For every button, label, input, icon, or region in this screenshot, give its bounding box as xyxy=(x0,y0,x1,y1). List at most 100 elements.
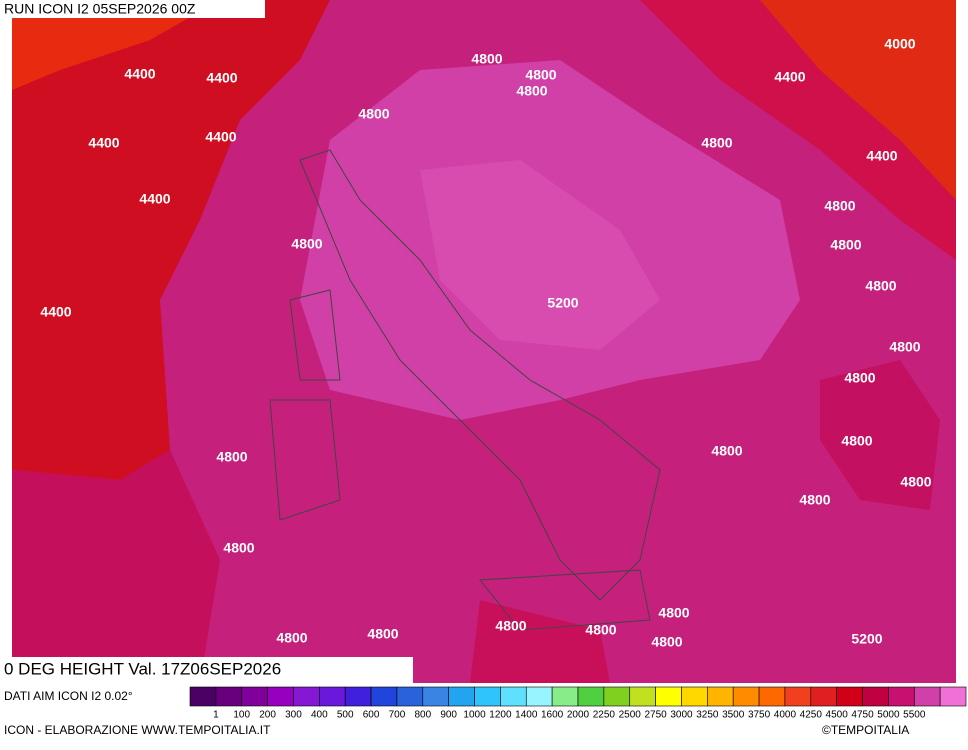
contour-label: 4800 xyxy=(367,626,398,642)
legend-swatch xyxy=(319,686,346,707)
contour-label: 4800 xyxy=(525,67,556,83)
legend-swatch xyxy=(707,686,734,707)
source: DATI AIM ICON I2 0.02° xyxy=(4,689,133,703)
legend-swatch xyxy=(655,686,682,707)
legend-swatch xyxy=(577,686,605,707)
legend-label: 3500 xyxy=(722,710,745,721)
legend-label: 1600 xyxy=(541,710,564,721)
contour-label: 4800 xyxy=(291,236,322,252)
legend-swatch xyxy=(810,686,837,707)
legend-label: 4000 xyxy=(774,710,797,721)
contour-label: 5200 xyxy=(851,631,882,647)
legend-swatch xyxy=(422,686,449,707)
contour-label: 4800 xyxy=(223,540,254,556)
contour-label: 4800 xyxy=(276,630,307,646)
legend-swatch xyxy=(215,686,243,707)
contour-label: 4800 xyxy=(651,634,682,650)
contour-label: 4800 xyxy=(216,449,247,465)
legend-label: 1400 xyxy=(515,710,538,721)
legend-swatch xyxy=(836,686,863,707)
legend-label: 500 xyxy=(337,710,354,721)
legend-swatch xyxy=(267,686,294,707)
legend-swatch xyxy=(474,686,501,707)
contour-label: 4400 xyxy=(40,304,71,320)
legend-swatch xyxy=(293,686,320,707)
legend-label: 5000 xyxy=(877,710,900,721)
legend-label: 3250 xyxy=(696,710,719,721)
legend-swatch xyxy=(758,686,786,707)
legend-label: 1 xyxy=(213,710,219,721)
header-title: RUN ICON I2 05SEP2026 00Z xyxy=(4,1,196,17)
legend-swatch xyxy=(913,686,941,707)
legend-label: 3000 xyxy=(670,710,693,721)
contour-label: 4000 xyxy=(884,36,915,52)
legend-label: 400 xyxy=(311,710,328,721)
legend-swatch xyxy=(500,686,527,707)
contour-label: 5200 xyxy=(547,295,578,311)
legend-label: 1200 xyxy=(489,710,512,721)
legend-label: 2250 xyxy=(593,710,616,721)
legend-label: 4250 xyxy=(800,710,823,721)
contour-label: 4800 xyxy=(471,51,502,67)
contour-label: 4800 xyxy=(830,237,861,253)
legend-swatch xyxy=(189,686,217,707)
contour-label: 4800 xyxy=(701,135,732,151)
contour-label: 4800 xyxy=(865,278,896,294)
contour-label: 4800 xyxy=(658,605,689,621)
legend-swatch xyxy=(939,686,967,707)
contour-label: 4800 xyxy=(799,492,830,508)
contour-label: 4800 xyxy=(585,622,616,638)
legend-label: 2500 xyxy=(619,710,642,721)
legend-label: 4500 xyxy=(826,710,849,721)
field-title: 0 DEG HEIGHT Val. 17Z06SEP2026 xyxy=(4,659,281,678)
legend-swatch xyxy=(888,686,915,707)
legend-swatch xyxy=(862,686,889,707)
contour-label: 4800 xyxy=(358,106,389,122)
contour-label: 4800 xyxy=(841,433,872,449)
legend-swatch xyxy=(370,686,398,707)
contour-label: 4400 xyxy=(205,129,236,145)
map xyxy=(12,0,956,683)
contour-label: 4400 xyxy=(88,135,119,151)
legend-swatch xyxy=(603,686,631,707)
legend-swatch xyxy=(525,686,553,707)
contour-labels: 4000 4400 4400 4400 4400 4400 4400 4400 4400 48… xyxy=(40,36,931,650)
legend-label: 200 xyxy=(259,710,276,721)
legend-label: 100 xyxy=(233,710,250,721)
legend-label: 2000 xyxy=(567,710,590,721)
legend-swatch xyxy=(732,686,760,707)
copyright: ©TEMPOITALIA xyxy=(822,723,909,737)
legend-label: 2750 xyxy=(644,710,667,721)
legend-label: 900 xyxy=(440,710,457,721)
contour-label: 4400 xyxy=(774,69,805,85)
legend-swatch xyxy=(344,686,372,707)
contour-label: 4800 xyxy=(495,618,526,634)
legend: 1 100 200 300 400 500 600 700 800 900 1000 1200 1400… xyxy=(189,686,967,721)
legend-label: 700 xyxy=(389,710,406,721)
contour-label: 4400 xyxy=(866,148,897,164)
legend-label: 600 xyxy=(363,710,380,721)
legend-label: 300 xyxy=(285,710,302,721)
legend-swatch xyxy=(681,686,708,707)
field-box xyxy=(0,657,413,683)
legend-swatch xyxy=(784,686,812,707)
contour-label: 4800 xyxy=(844,370,875,386)
contour-label: 4800 xyxy=(889,339,920,355)
contour-label: 4800 xyxy=(711,443,742,459)
contour-label: 4400 xyxy=(124,66,155,82)
legend-swatch xyxy=(551,686,579,707)
header-box xyxy=(0,0,265,18)
legend-label: 800 xyxy=(414,710,431,721)
legend-swatch xyxy=(396,686,424,707)
contour-label: 4800 xyxy=(900,474,931,490)
contour-label: 4800 xyxy=(516,83,547,99)
contour-label: 4800 xyxy=(824,198,855,214)
credit: ICON - ELABORAZIONE WWW.TEMPOITALIA.IT xyxy=(4,723,271,737)
legend-swatch xyxy=(448,686,475,707)
legend-swatch xyxy=(629,686,656,707)
legend-label: 5500 xyxy=(903,710,926,721)
legend-label: 1000 xyxy=(463,710,486,721)
legend-label: 3750 xyxy=(748,710,771,721)
legend-swatch xyxy=(241,686,268,707)
